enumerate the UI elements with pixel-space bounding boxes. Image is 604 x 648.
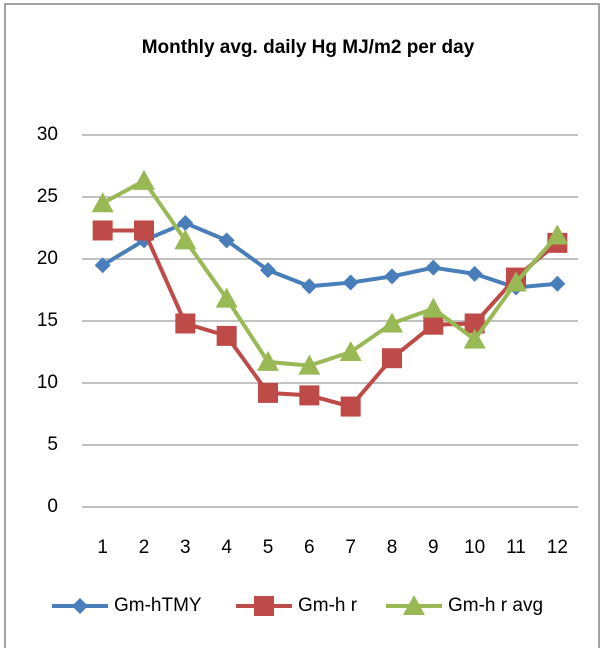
x-tick-label: 5 — [263, 537, 274, 558]
marker — [505, 271, 527, 292]
marker — [340, 396, 361, 417]
y-tick-label: 25 — [37, 186, 58, 207]
marker — [546, 224, 569, 245]
marker — [260, 262, 276, 279]
marker — [215, 287, 238, 308]
y-tick-label: 10 — [37, 372, 58, 393]
x-tick-label: 8 — [387, 537, 398, 558]
marker — [549, 275, 566, 292]
marker — [301, 278, 318, 295]
marker — [216, 325, 237, 346]
x-tick-label: 1 — [97, 537, 108, 558]
chart-title: Monthly avg. daily Hg MJ/m2 per day — [142, 37, 475, 58]
marker — [92, 220, 113, 241]
marker — [466, 265, 483, 282]
legend-label: Gm-h r avg — [448, 595, 543, 616]
marker — [382, 348, 402, 369]
marker — [422, 297, 445, 318]
legend-marker — [403, 595, 425, 615]
y-tick-label: 0 — [47, 496, 58, 517]
marker — [175, 313, 196, 334]
marker — [133, 169, 155, 190]
legend-marker — [254, 596, 274, 616]
x-tick-label: 3 — [180, 537, 191, 558]
marker — [464, 313, 485, 334]
marker — [177, 215, 194, 232]
y-tick-label: 5 — [47, 434, 58, 455]
marker — [94, 257, 111, 274]
y-tick-label: 30 — [37, 124, 58, 145]
marker — [258, 382, 278, 403]
series-line — [101, 220, 558, 290]
marker — [298, 354, 321, 375]
marker — [381, 312, 403, 333]
x-tick-label: 11 — [506, 537, 526, 558]
legend-label: Gm-h r — [298, 595, 358, 616]
y-tick-label: 15 — [37, 310, 58, 331]
x-tick-label: 4 — [221, 537, 232, 558]
marker — [299, 385, 320, 406]
y-tick-label: 20 — [37, 248, 58, 269]
marker — [339, 341, 362, 361]
x-tick-label: 12 — [547, 537, 568, 558]
legend-label: Gm-hTMY — [114, 595, 202, 616]
marker — [463, 328, 486, 349]
series-line — [101, 178, 559, 368]
marker — [91, 192, 114, 213]
marker — [174, 229, 197, 250]
marker — [218, 232, 235, 249]
marker — [384, 268, 400, 285]
chart-frame — [4, 3, 600, 648]
marker — [134, 220, 154, 241]
legend-marker — [72, 598, 88, 614]
x-tick-label: 10 — [464, 537, 485, 558]
x-tick-label: 2 — [139, 537, 150, 558]
x-tick-label: 9 — [428, 537, 439, 558]
x-tick-label: 7 — [345, 537, 356, 558]
marker — [423, 314, 444, 335]
x-tick-label: 6 — [304, 537, 315, 558]
marker — [342, 274, 359, 291]
marker — [257, 350, 279, 371]
marker — [425, 259, 442, 276]
